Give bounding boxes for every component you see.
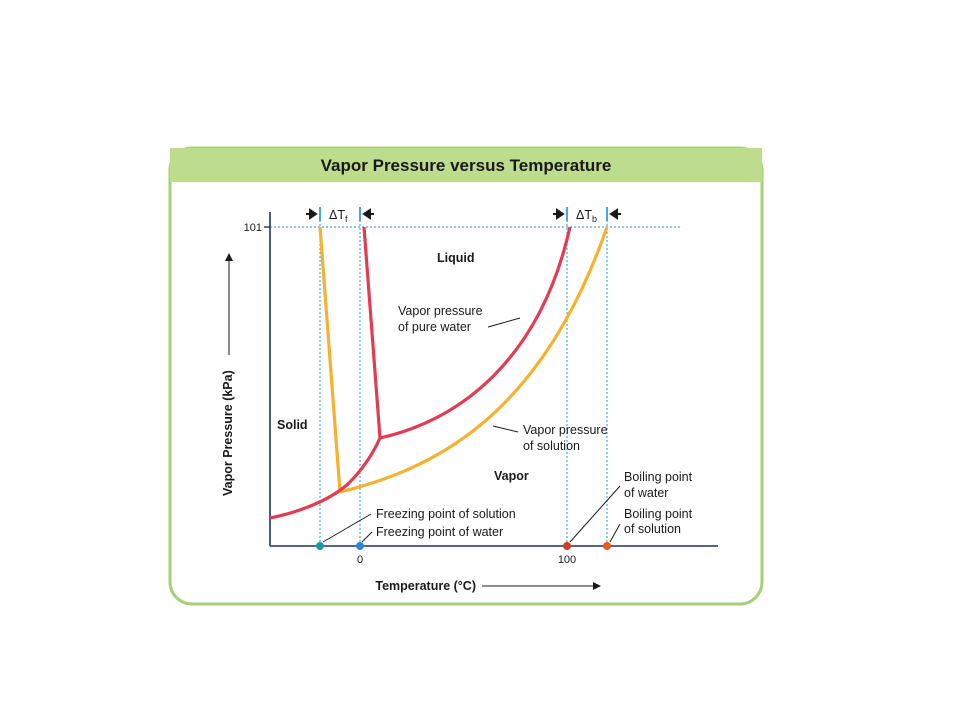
delta-tb-right-arrow-icon <box>609 208 621 220</box>
solution-leader <box>492 425 519 433</box>
bp-water-label-line1: Boiling point <box>624 470 693 484</box>
water-fusion-curve <box>362 226 382 439</box>
region-liquid: Liquid <box>437 251 475 265</box>
region-solid: Solid <box>277 418 308 432</box>
fp-water-leader <box>361 531 373 543</box>
title-band <box>170 148 762 182</box>
bp-solution-dot <box>603 542 611 550</box>
x-axis-title: Temperature (°C) <box>375 579 476 593</box>
solution-label-line1: Vapor pressure <box>523 423 608 437</box>
bp-water-label-line2: of water <box>624 486 668 500</box>
diagram-title: Vapor Pressure versus Temperature <box>321 156 612 175</box>
pure-water-leader <box>487 317 521 328</box>
region-vapor: Vapor <box>494 469 529 483</box>
x-tick-label-0: 0 <box>357 554 363 566</box>
fp-water-label: Freezing point of water <box>376 525 503 539</box>
delta-tf-right-arrow-icon <box>362 208 374 220</box>
pure-water-label-line1: Vapor pressure <box>398 304 483 318</box>
solution-label-line2: of solution <box>523 439 580 453</box>
delta-tb-left-arrow-icon <box>553 208 565 220</box>
bp-water-leader <box>569 485 621 543</box>
bp-solution-label-line1: Boiling point <box>624 507 693 521</box>
fp-solution-leader <box>322 513 372 543</box>
y-axis-title: Vapor Pressure (kPa) <box>221 370 235 496</box>
delta-tf-label: ΔTf <box>329 208 348 224</box>
water-vapor-pressure-curve <box>379 226 572 440</box>
solution-fusion-curve <box>318 226 342 493</box>
bp-water-dot <box>563 542 571 550</box>
delta-tb-label: ΔTb <box>576 208 597 224</box>
fp-solution-label: Freezing point of solution <box>376 507 516 521</box>
fp-water-dot <box>356 542 364 550</box>
bp-solution-label-line2: of solution <box>624 522 681 536</box>
fp-solution-dot <box>316 542 324 550</box>
bp-solution-leader <box>609 523 621 543</box>
sublimation-curve <box>269 437 382 520</box>
solution-vapor-pressure-curve <box>339 226 609 494</box>
delta-tf-left-arrow-icon <box>306 208 318 220</box>
x-tick-label-100: 100 <box>558 554 576 566</box>
pure-water-label-line2: of pure water <box>398 320 471 334</box>
y-tick-label: 101 <box>244 222 262 234</box>
